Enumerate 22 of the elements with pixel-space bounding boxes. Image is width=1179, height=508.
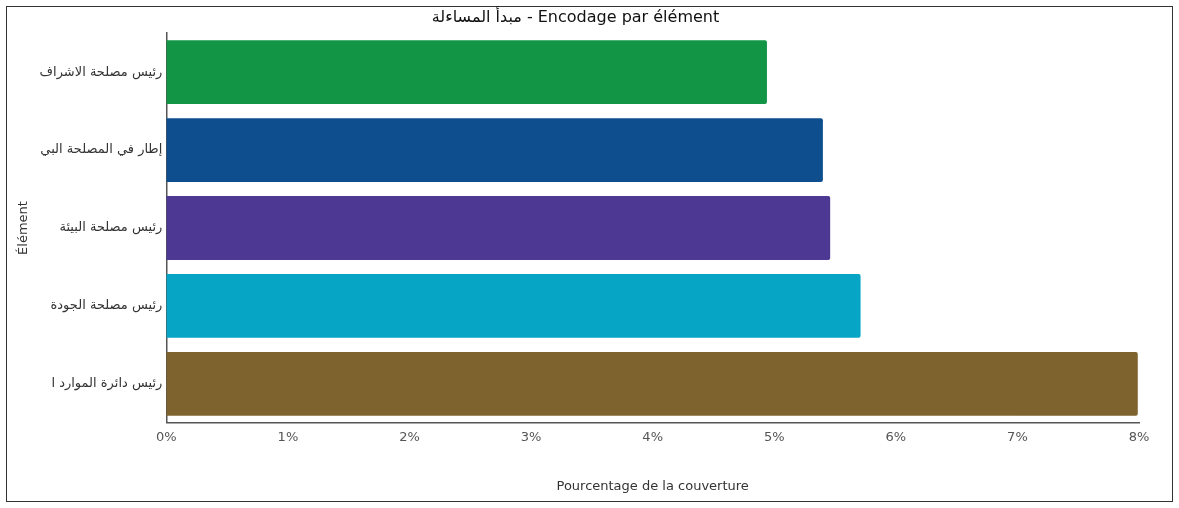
x-tick-label: 8%: [1128, 428, 1150, 444]
bar: [166, 40, 767, 105]
x-tick-label: 6%: [885, 428, 907, 444]
bar: [166, 273, 861, 338]
x-tick-label: 7%: [1007, 428, 1028, 444]
x-tick-label: 4%: [642, 428, 663, 444]
x-axis-title: Pourcentage de la couverture: [556, 477, 749, 493]
y-tick-label: رئيس مصلحة الجودة: [50, 297, 163, 314]
chart-title: مبدأ المساءلة - Encodage par élément: [431, 5, 720, 26]
x-tick-label: 1%: [277, 428, 299, 444]
y-tick-label: رئيس مصلحة البيئة: [59, 219, 163, 236]
y-tick-label: إطار في المصلحة البي: [40, 141, 163, 158]
bar: [166, 118, 823, 183]
bar: [166, 196, 831, 260]
x-tick-label: 5%: [763, 428, 785, 444]
y-axis-title: Élément: [15, 201, 31, 255]
x-tick-label: 2%: [399, 428, 420, 444]
y-tick-label: رئيس دائرة الموارد ا: [51, 375, 163, 392]
bar: [166, 351, 1138, 416]
x-tick-label: 3%: [520, 428, 542, 444]
y-tick-label: رئيس مصلحة الاشراف: [39, 63, 163, 80]
x-tick-label: 0%: [156, 428, 177, 444]
